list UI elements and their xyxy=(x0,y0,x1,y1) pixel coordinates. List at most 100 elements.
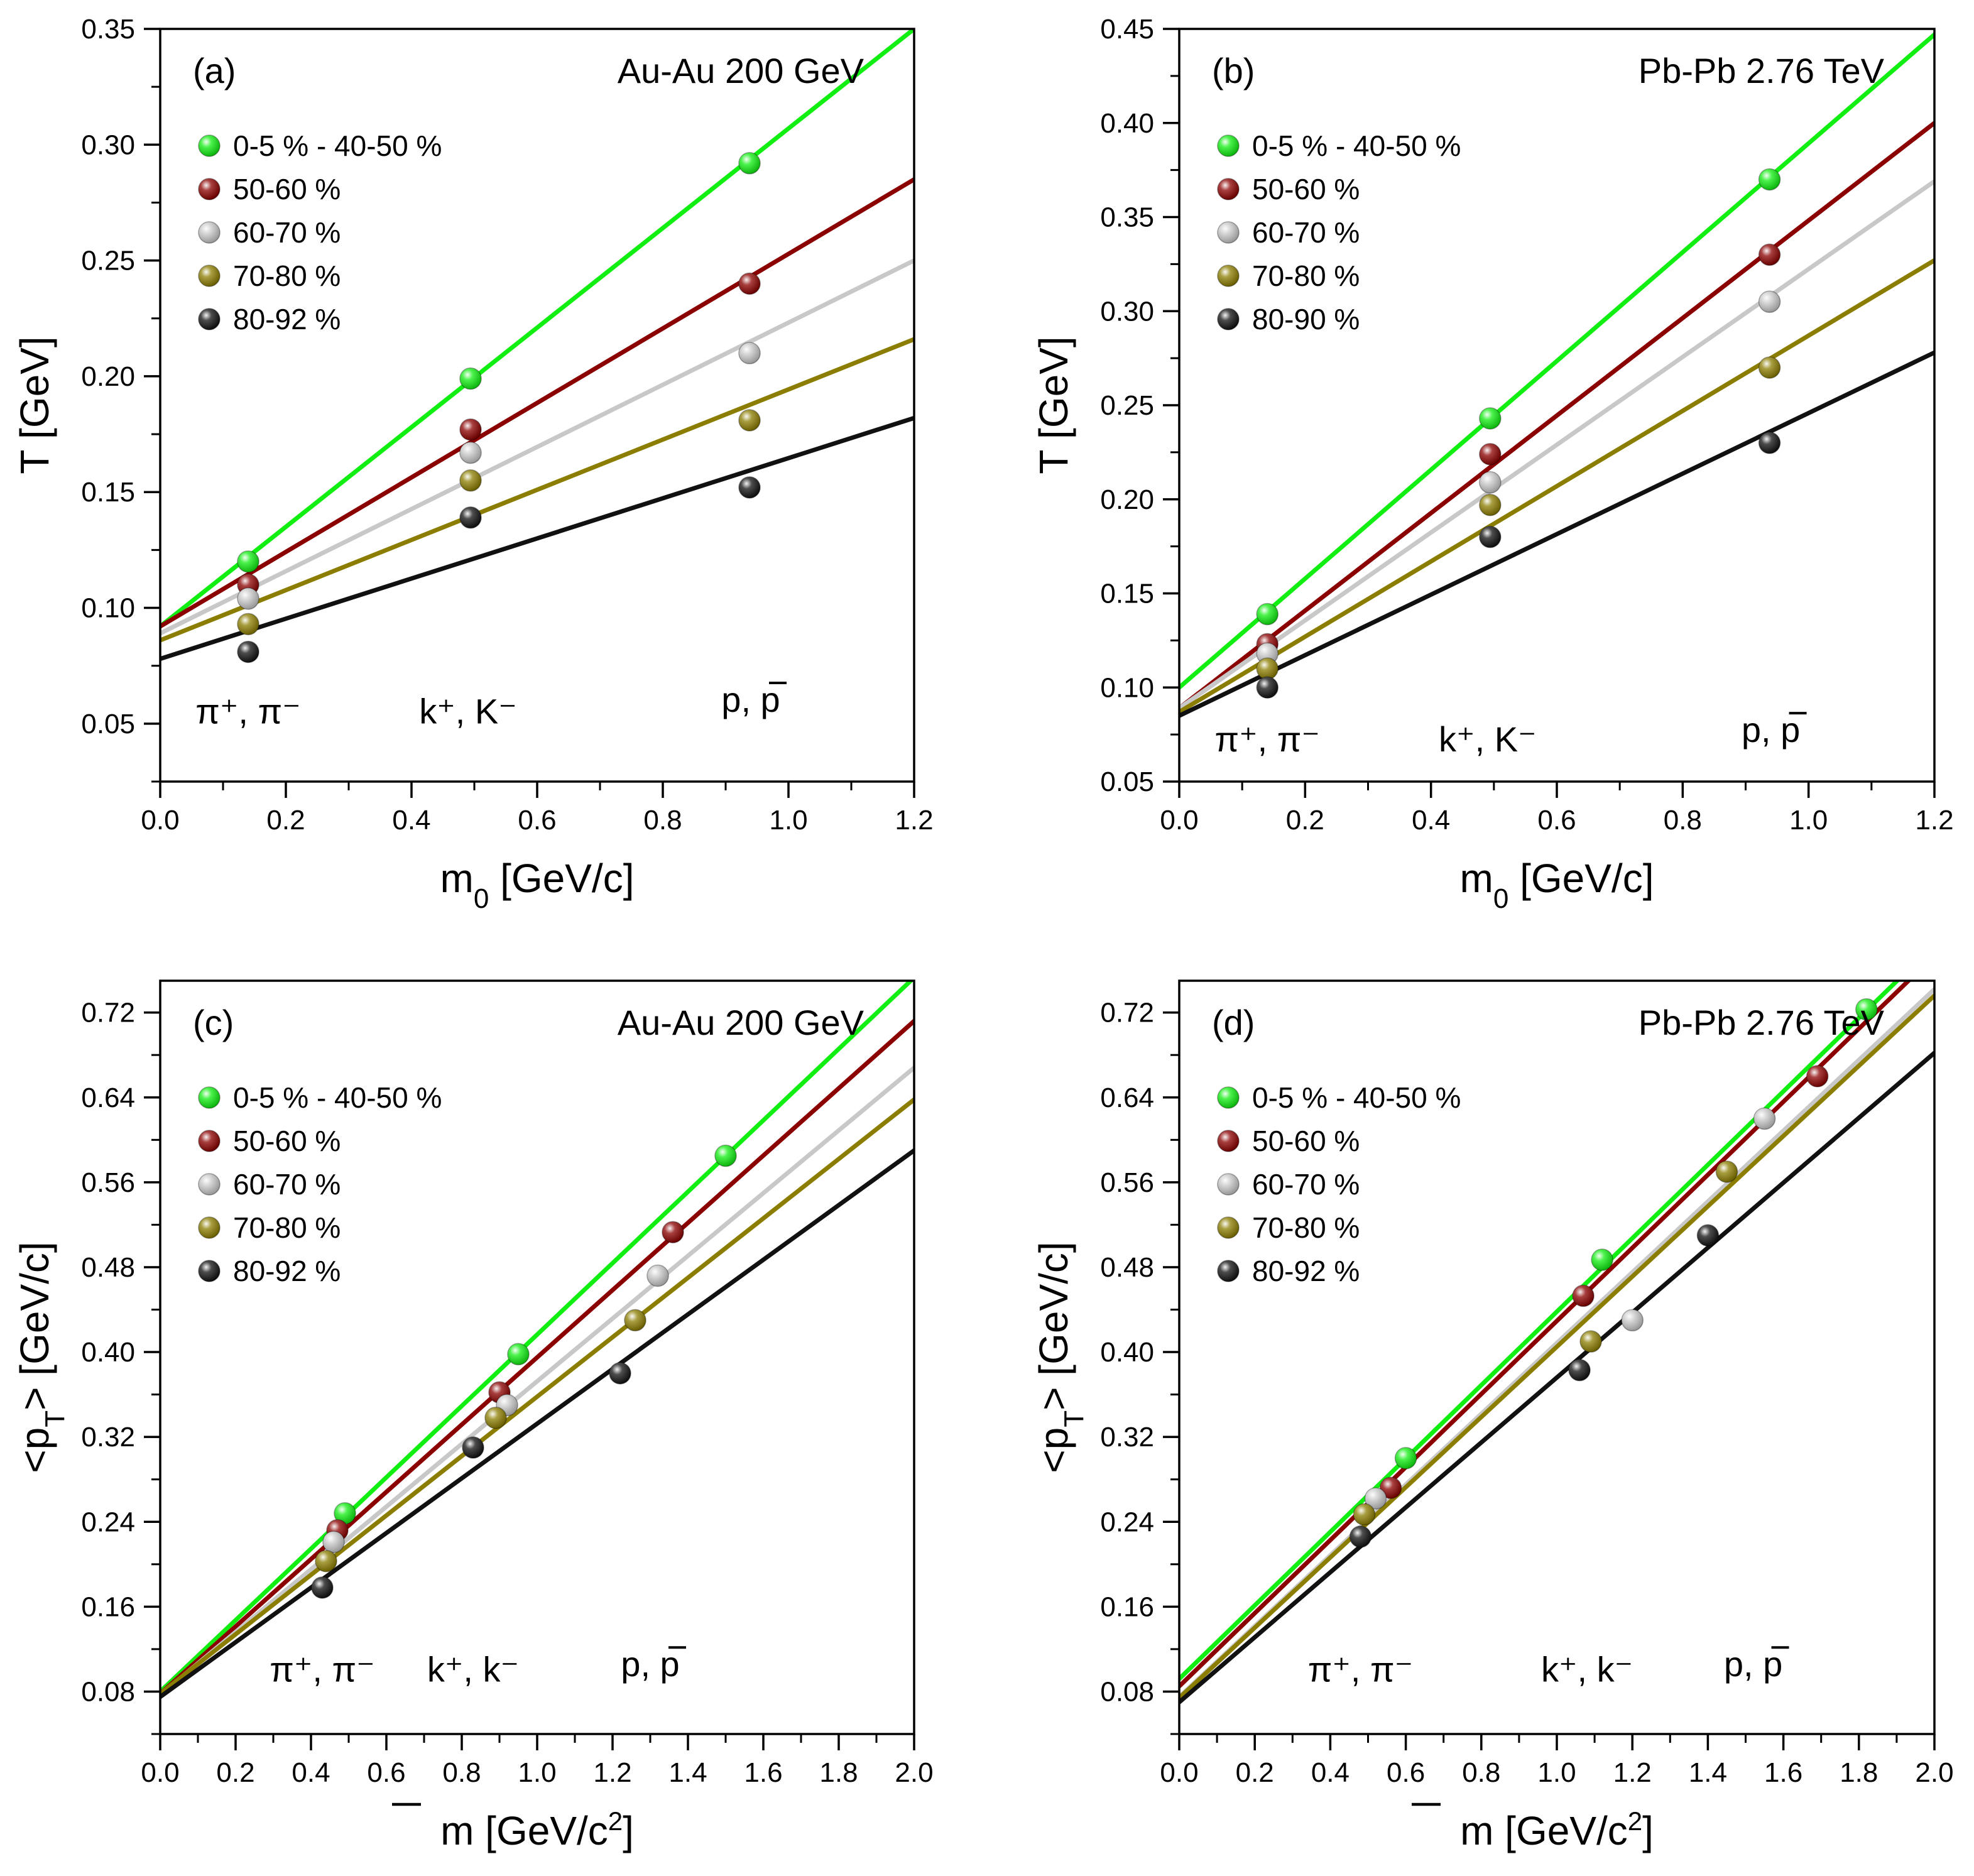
panel-d-legend-marker-3 xyxy=(1217,1173,1240,1196)
panel-d-plot-area: 0.0 0.2 0.4 0.6 0.8 1.0 1.2 1.4 1.6 1.8 2.0 0.08 0.1… xyxy=(1100,979,1954,1806)
panel-b-y-tick-label: 0.30 xyxy=(1100,296,1154,327)
panel-d-particle-label-2: k⁺, k⁻ xyxy=(1541,1650,1633,1689)
panel-d-x-tick-label: 0.8 xyxy=(1462,1757,1500,1788)
panel-a: 0.0 0.2 0.4 0.6 0.8 1.0 1.2 0.05 0.10 0.15 0.20 0.2… xyxy=(12,14,934,914)
panel-d-legend-marker-5 xyxy=(1217,1260,1240,1282)
panel-a-point-s5-3 xyxy=(738,476,761,499)
panel-d-point-s5-2 xyxy=(1568,1359,1591,1382)
panel-c-x-axis-title: m [GeV/c2] xyxy=(440,1806,634,1854)
panel-a-point-s4-3 xyxy=(738,409,761,432)
panel-c-point-s4-3 xyxy=(624,1309,646,1332)
panel-a-legend-label-5: 80-92 % xyxy=(233,303,341,335)
panel-d-fit-line-2 xyxy=(1179,981,1912,1689)
panel-c-legend-marker-5 xyxy=(198,1260,221,1282)
panel-d-point-s3-2 xyxy=(1621,1309,1644,1332)
panel-a-plot-area: 0.0 0.2 0.4 0.6 0.8 1.0 1.2 0.05 0.10 0.15 0.20 0.2… xyxy=(81,14,933,836)
panel-d-point-s4-2 xyxy=(1579,1330,1602,1353)
panel-b-point-s4-3 xyxy=(1758,356,1781,379)
panel-c-fit-line-2 xyxy=(160,1018,914,1696)
panel-c-point-s1-1 xyxy=(334,1502,356,1525)
panel-d-x-tick-label: 1.0 xyxy=(1537,1757,1576,1788)
panel-b-y-tick-label: 0.05 xyxy=(1100,766,1154,797)
panel-d-y-tick-label: 0.72 xyxy=(1100,998,1154,1028)
panel-b-x-tick-label: 1.2 xyxy=(1915,805,1953,836)
panel-c-legend-label-3: 60-70 % xyxy=(233,1168,341,1201)
panel-b-particle-label-1: π⁺, π⁻ xyxy=(1214,719,1320,759)
panel-c-x-tick-label: 1.2 xyxy=(593,1757,631,1788)
panel-d-y-tick-label: 0.24 xyxy=(1100,1507,1154,1537)
panel-b-point-s2-3 xyxy=(1758,243,1781,266)
panel-a-x-tick-label: 1.2 xyxy=(895,805,933,836)
panel-a-y-tick-label: 0.30 xyxy=(81,129,135,160)
panel-b-point-s2-2 xyxy=(1479,443,1502,466)
panel-d-x-tick-label: 0.0 xyxy=(1160,1757,1198,1788)
panel-c-legend-marker-4 xyxy=(198,1216,221,1239)
panel-d-system-label: Pb-Pb 2.76 TeV xyxy=(1639,1003,1885,1042)
panel-a-legend-marker-3 xyxy=(198,221,221,244)
panel-a-point-s4-2 xyxy=(459,469,482,492)
panel-d-x-tick-label: 1.8 xyxy=(1840,1757,1878,1788)
panel-b-legend-marker-4 xyxy=(1217,264,1240,287)
panel-d: 0.0 0.2 0.4 0.6 0.8 1.0 1.2 1.4 1.6 1.8 2.0 0.08 0.1… xyxy=(1031,979,1954,1854)
panel-b-y-tick-label: 0.15 xyxy=(1100,579,1154,609)
panel-b-y-tick-label: 0.20 xyxy=(1100,484,1154,515)
panel-a-fit-line-2 xyxy=(160,177,914,629)
panel-d-y-tick-label: 0.40 xyxy=(1100,1337,1154,1368)
panel-a-legend-marker-5 xyxy=(198,308,221,330)
panel-a-x-tick-label: 1.0 xyxy=(769,805,807,836)
panel-c-y-tick-label: 0.64 xyxy=(81,1083,135,1113)
panel-b-legend-label-1: 0-5 % - 40-50 % xyxy=(1252,129,1461,162)
panel-d-legend-label-1: 0-5 % - 40-50 % xyxy=(1252,1081,1461,1114)
panel-a-y-tick-label: 0.20 xyxy=(81,361,135,392)
panel-a-legend-label-3: 60-70 % xyxy=(233,216,341,249)
panel-c-y-tick-label: 0.32 xyxy=(81,1422,135,1453)
panel-b-point-s3-3 xyxy=(1758,290,1781,314)
panel-c-point-s3-3 xyxy=(646,1264,669,1287)
panel-b-point-s5-3 xyxy=(1758,432,1781,454)
panel-d-x-tick-label: 0.4 xyxy=(1311,1757,1350,1788)
panel-d-y-tick-label: 0.16 xyxy=(1100,1591,1154,1622)
panel-d-x-tick-label: 0.6 xyxy=(1387,1757,1425,1788)
panel-b-y-tick-label: 0.25 xyxy=(1100,390,1154,421)
panel-a-x-axis-title: m0 [GeV/c] xyxy=(440,856,635,914)
panel-a-legend-marker-1 xyxy=(198,134,221,157)
panel-d-legend-marker-4 xyxy=(1217,1216,1240,1239)
panel-d-point-s4-3 xyxy=(1715,1160,1738,1183)
panel-c-legend-label-5: 80-92 % xyxy=(233,1255,341,1287)
panel-c-legend-label-2: 50-60 % xyxy=(233,1125,341,1157)
panel-c-plot-area: 0.0 0.2 0.4 0.6 0.8 1.0 1.2 1.4 1.6 1.8 2.0 0.08 0.1… xyxy=(81,979,934,1806)
panel-c-label: (c) xyxy=(193,1003,234,1042)
panel-d-x-tick-label: 0.2 xyxy=(1236,1757,1274,1788)
panel-d-legend-label-2: 50-60 % xyxy=(1252,1125,1360,1157)
panel-b-point-s5-1 xyxy=(1256,676,1279,699)
panel-a-point-s1-3 xyxy=(738,152,761,175)
panel-a-y-tick-label: 0.25 xyxy=(81,246,135,276)
panel-c-y-tick-label: 0.08 xyxy=(81,1676,135,1707)
panel-b-fit-line-5 xyxy=(1179,350,1934,718)
panel-b-point-s1-2 xyxy=(1479,407,1502,430)
panel-b-x-axis-title: m0 [GeV/c] xyxy=(1460,856,1654,914)
panel-a-point-s3-3 xyxy=(738,342,761,364)
panel-d-legend-marker-1 xyxy=(1217,1086,1240,1109)
panel-c-x-tick-label: 0.6 xyxy=(367,1757,405,1788)
panel-d-x-tick-label: 1.6 xyxy=(1764,1757,1802,1788)
panel-c-point-s5-1 xyxy=(311,1576,334,1599)
panel-c-legend-marker-2 xyxy=(198,1130,221,1152)
panel-a-y-tick-label: 0.15 xyxy=(81,477,135,508)
panel-b-legend-marker-5 xyxy=(1217,308,1240,330)
panel-d-x-axis-title: m [GeV/c2] xyxy=(1460,1806,1654,1854)
panel-a-legend-label-2: 50-60 % xyxy=(233,173,341,205)
panel-d-x-tick-label: 1.2 xyxy=(1613,1757,1652,1788)
panel-c-point-s5-2 xyxy=(462,1436,484,1459)
panel-c-point-s4-1 xyxy=(315,1549,337,1573)
panel-b-legend-label-4: 70-80 % xyxy=(1252,259,1360,292)
panel-c-point-s5-3 xyxy=(609,1362,631,1385)
panel-d-y-tick-label: 0.32 xyxy=(1100,1422,1154,1453)
panel-c-y-tick-label: 0.40 xyxy=(81,1337,135,1368)
panel-c-x-tick-label: 1.6 xyxy=(744,1757,782,1788)
panel-b-legend-label-2: 50-60 % xyxy=(1252,173,1360,205)
panel-c-legend-marker-3 xyxy=(198,1173,221,1196)
panel-a-point-s5-1 xyxy=(237,640,259,663)
panel-c-x-tick-label: 1.4 xyxy=(668,1757,707,1788)
panel-d-point-s2-2 xyxy=(1572,1284,1595,1307)
